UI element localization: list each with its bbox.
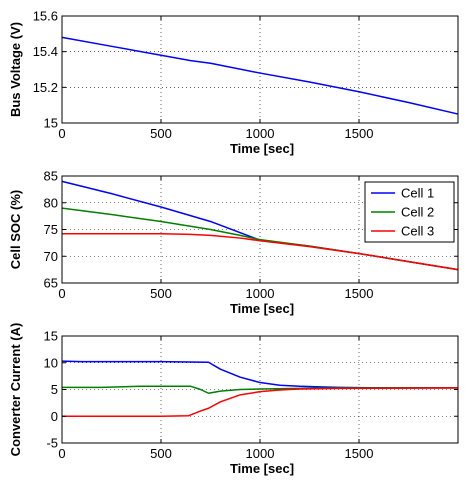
y-tick-label: 0 [51,409,58,424]
x-tick-label: 0 [58,286,65,301]
x-tick-label: 1000 [246,286,275,301]
x-axis-label: Time [sec] [230,301,294,316]
y-tick-label: 80 [44,195,58,210]
x-tick-label: 1000 [246,446,275,461]
x-tick-label: 1500 [345,446,374,461]
y-tick-label: 15 [44,329,58,344]
series-line-3 [62,387,459,417]
x-tick-label: 500 [150,126,172,141]
y-tick-label: 70 [44,249,58,264]
x-tick-label: 500 [150,446,172,461]
legend-label: Cell 1 [401,186,434,201]
x-tick-label: 1500 [345,286,374,301]
legend: Cell 1 Cell 2 Cell 3 [364,181,455,243]
y-tick-label: 75 [44,222,58,237]
series-line-3 [62,233,459,271]
y-tick-label: -5 [46,436,58,451]
x-tick-label: 0 [58,446,65,461]
legend-label: Cell 2 [401,205,434,220]
plot-area [62,16,458,123]
legend-label: Cell 3 [401,224,434,239]
y-axis-label: Cell SOC (%) [8,190,23,269]
chart-panel-1: 0 500 1000 1500 15 15.2 15.4 15.6 Time [sec] Bus … [8,9,459,156]
x-tick-label: 1000 [246,126,275,141]
x-tick-label: 500 [150,286,172,301]
y-tick-label: 15.6 [33,9,58,24]
y-tick-label: 5 [51,382,58,397]
y-tick-label: 15.4 [33,44,58,59]
x-axis-label: Time [sec] [230,461,294,476]
y-tick-label: 10 [44,355,58,370]
x-axis-label: Time [sec] [230,141,294,156]
x-tick-label: 1500 [345,126,374,141]
series-line-1 [61,36,459,115]
y-tick-label: 15 [44,116,58,131]
y-tick-label: 65 [44,276,58,291]
y-axis-label: Bus Voltage (V) [8,22,23,117]
y-tick-label: 15.2 [33,80,58,95]
chart-panel-2: 0 500 1000 1500 65 70 75 80 85 Time [sec] Cell SOC… [8,169,459,316]
y-tick-label: 85 [44,169,58,184]
x-tick-label: 0 [58,126,65,141]
y-axis-label: Converter Current (A) [8,323,23,457]
